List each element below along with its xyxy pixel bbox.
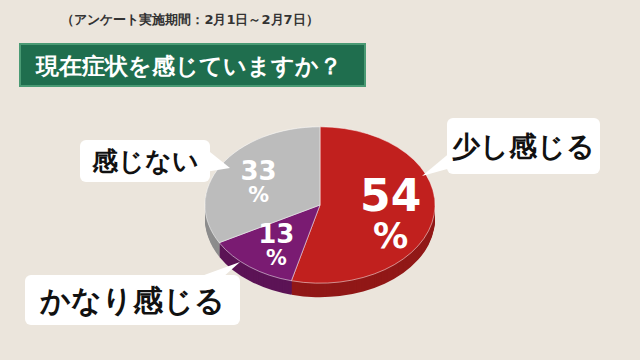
subtitle: （アンケート実施期間：2月1日～2月7日）: [61, 12, 318, 27]
data-label: 54%: [360, 170, 421, 256]
callout-pointer: [196, 262, 240, 278]
callout: 感じない: [80, 140, 230, 182]
pie-side: [205, 128, 435, 284]
category-label: かなり感じる: [39, 283, 225, 318]
pie: [205, 127, 435, 297]
data-label: 33%: [241, 156, 277, 207]
title: 現在症状を感じていますか？: [35, 53, 342, 79]
callout-pointer: [205, 148, 230, 172]
callout: かなり感じる: [25, 262, 240, 325]
background: [0, 0, 640, 360]
data-label: 13%: [258, 219, 294, 270]
pie-top: [205, 127, 435, 283]
title-banner: [20, 44, 365, 86]
category-label: 感じない: [91, 146, 199, 176]
callout: 少し感じる: [422, 118, 600, 176]
callout-box: [25, 275, 240, 325]
callout-box: [80, 140, 210, 182]
chart: （アンケート実施期間：2月1日～2月7日） 現在症状を感じていますか？ 54% 13%…: [0, 0, 640, 360]
category-label: 少し感じる: [452, 130, 595, 163]
callout-box: [447, 118, 600, 174]
